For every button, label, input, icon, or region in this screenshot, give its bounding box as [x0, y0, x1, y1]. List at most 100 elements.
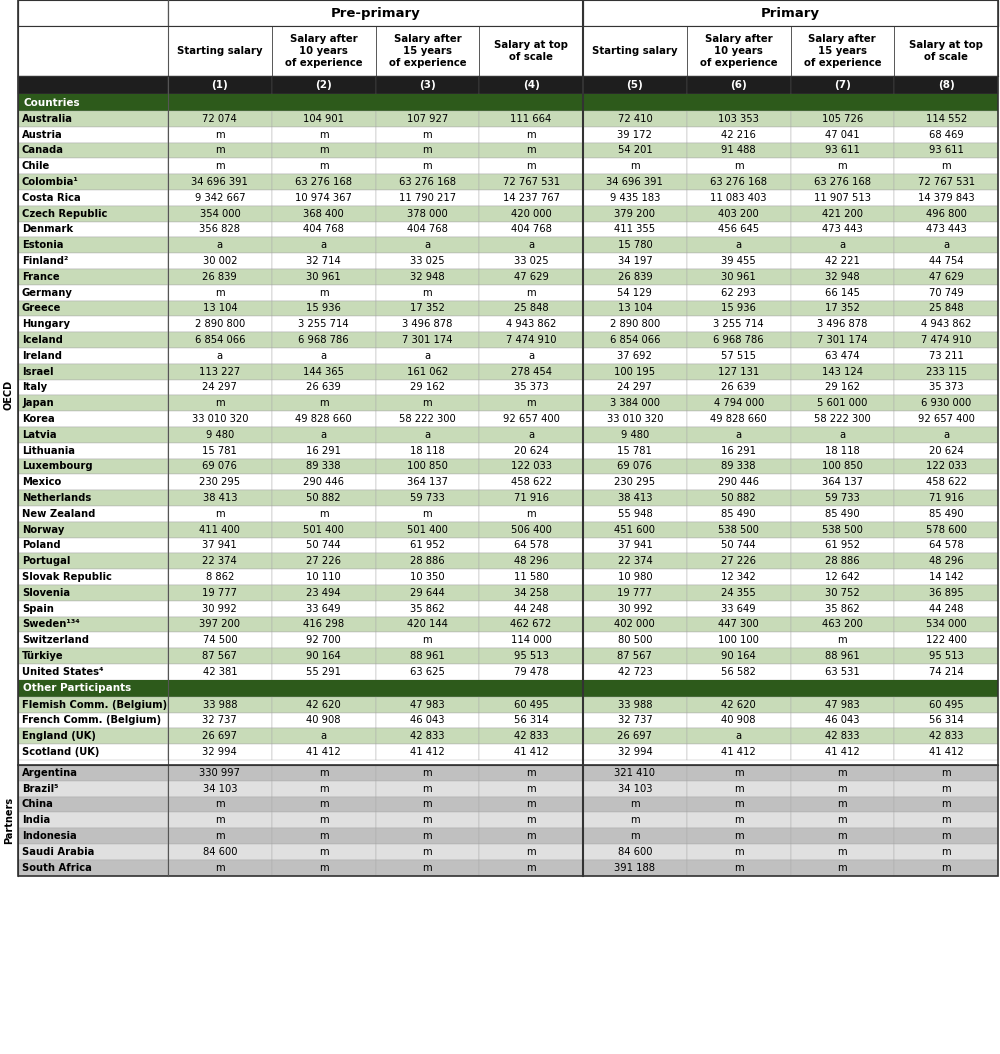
- Bar: [272, 781, 376, 797]
- Text: m: m: [838, 863, 847, 873]
- Text: 26 839: 26 839: [202, 272, 237, 281]
- Bar: [168, 379, 272, 395]
- Bar: [687, 569, 790, 585]
- Bar: [18, 111, 168, 126]
- Bar: [168, 269, 272, 285]
- Bar: [18, 76, 168, 94]
- Text: 330 997: 330 997: [199, 768, 240, 778]
- Text: 60 495: 60 495: [929, 700, 964, 709]
- Text: Finland²: Finland²: [22, 256, 68, 266]
- Bar: [583, 828, 687, 844]
- Bar: [583, 728, 687, 744]
- Text: 411 400: 411 400: [199, 525, 240, 534]
- Bar: [790, 348, 894, 364]
- Text: 103 353: 103 353: [718, 114, 759, 124]
- Text: m: m: [319, 800, 328, 809]
- Bar: [687, 316, 790, 332]
- Text: m: m: [319, 847, 328, 857]
- Text: 33 988: 33 988: [618, 700, 652, 709]
- Bar: [168, 158, 272, 174]
- Bar: [168, 221, 272, 237]
- Bar: [168, 443, 272, 458]
- Bar: [479, 253, 583, 269]
- Text: Norway: Norway: [22, 525, 64, 534]
- Text: 100 195: 100 195: [614, 367, 655, 376]
- Text: m: m: [526, 161, 536, 172]
- Text: 7 474 910: 7 474 910: [921, 335, 971, 345]
- Text: 10 980: 10 980: [618, 572, 652, 582]
- Bar: [168, 844, 272, 860]
- Text: 10 974 367: 10 974 367: [295, 193, 352, 203]
- Bar: [790, 553, 894, 569]
- Bar: [583, 253, 687, 269]
- Bar: [894, 601, 998, 617]
- Bar: [479, 781, 583, 797]
- Text: 42 833: 42 833: [410, 731, 445, 741]
- Text: 3 255 714: 3 255 714: [298, 319, 349, 329]
- Bar: [18, 844, 168, 860]
- Bar: [687, 860, 790, 876]
- Bar: [583, 585, 687, 601]
- Bar: [894, 190, 998, 206]
- Bar: [479, 538, 583, 553]
- Text: 89 338: 89 338: [721, 462, 756, 471]
- Bar: [894, 443, 998, 458]
- Text: 15 936: 15 936: [721, 304, 756, 313]
- Bar: [272, 126, 376, 142]
- Text: m: m: [526, 832, 536, 841]
- Text: m: m: [630, 800, 640, 809]
- Bar: [894, 332, 998, 348]
- Bar: [168, 506, 272, 522]
- Bar: [790, 490, 894, 506]
- Text: 534 000: 534 000: [926, 620, 966, 629]
- Text: m: m: [526, 145, 536, 156]
- Bar: [479, 553, 583, 569]
- Text: m: m: [423, 161, 432, 172]
- Bar: [790, 332, 894, 348]
- Bar: [272, 142, 376, 158]
- Text: Iceland: Iceland: [22, 335, 63, 345]
- Text: 80 500: 80 500: [618, 636, 652, 645]
- Bar: [687, 713, 790, 728]
- Text: m: m: [215, 832, 225, 841]
- Bar: [168, 474, 272, 490]
- Bar: [272, 585, 376, 601]
- Text: 49 828 660: 49 828 660: [710, 414, 767, 424]
- Bar: [687, 285, 790, 300]
- Bar: [790, 632, 894, 648]
- Bar: [479, 332, 583, 348]
- Text: 496 800: 496 800: [926, 209, 967, 218]
- Bar: [687, 206, 790, 221]
- Text: m: m: [838, 816, 847, 825]
- Bar: [479, 158, 583, 174]
- Bar: [18, 443, 168, 458]
- Bar: [894, 797, 998, 813]
- Text: m: m: [734, 863, 743, 873]
- Text: 456 645: 456 645: [718, 225, 759, 234]
- Bar: [583, 601, 687, 617]
- Bar: [272, 111, 376, 126]
- Bar: [894, 379, 998, 395]
- Text: m: m: [423, 784, 432, 794]
- Bar: [894, 744, 998, 760]
- Text: 88 961: 88 961: [825, 651, 860, 661]
- Bar: [687, 395, 790, 411]
- Bar: [583, 348, 687, 364]
- Text: a: a: [943, 240, 949, 250]
- Text: 402 000: 402 000: [614, 620, 655, 629]
- Text: Switzerland: Switzerland: [22, 636, 89, 645]
- Text: 89 338: 89 338: [306, 462, 341, 471]
- Text: 143 124: 143 124: [822, 367, 863, 376]
- Text: a: a: [321, 351, 327, 360]
- Text: m: m: [526, 509, 536, 519]
- Bar: [168, 0, 583, 26]
- Text: 92 657 400: 92 657 400: [918, 414, 975, 424]
- Bar: [272, 348, 376, 364]
- Text: 44 248: 44 248: [929, 604, 963, 613]
- Text: 64 578: 64 578: [929, 541, 964, 550]
- Text: 33 649: 33 649: [721, 604, 756, 613]
- Text: m: m: [423, 398, 432, 408]
- Bar: [376, 813, 479, 828]
- Text: 71 916: 71 916: [514, 493, 549, 503]
- Text: m: m: [526, 768, 536, 778]
